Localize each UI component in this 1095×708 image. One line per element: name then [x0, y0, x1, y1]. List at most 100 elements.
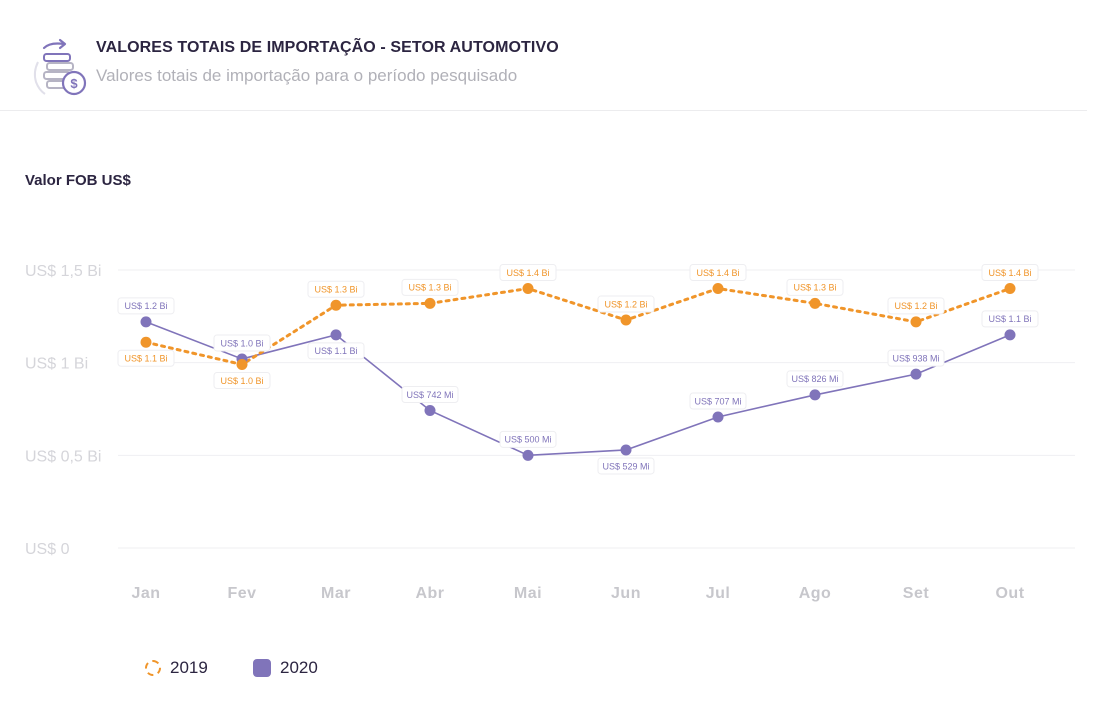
data-label-2020: US$ 1.2 Bi [117, 297, 175, 315]
data-label-box [117, 349, 175, 367]
svg-text:$: $ [70, 76, 78, 91]
data-label-2020: US$ 1.1 Bi [981, 310, 1039, 328]
data-point-2020 [424, 404, 436, 416]
x-tick-label: Jul [706, 585, 731, 602]
x-tick-label: Set [903, 585, 930, 602]
data-label-box [887, 297, 945, 315]
data-point-2019 [712, 283, 724, 295]
data-label-2020: US$ 938 Mi [887, 349, 945, 367]
data-label-2020: US$ 529 Mi [597, 457, 655, 475]
data-label-box [307, 342, 365, 360]
data-label-2019: US$ 1.3 Bi [307, 280, 365, 298]
data-label-text: US$ 500 Mi [504, 435, 551, 445]
data-point-2019 [1004, 283, 1016, 295]
data-label-text: US$ 529 Mi [602, 461, 649, 471]
data-point-2019 [330, 299, 342, 311]
x-tick-label: Mar [321, 585, 351, 602]
data-label-box [786, 278, 844, 296]
data-label-box [887, 349, 945, 367]
x-tick-label: Mai [514, 585, 542, 602]
y-tick-label: US$ 0,5 Bi [25, 448, 101, 465]
x-tick-label: Ago [799, 585, 832, 602]
data-label-box [499, 430, 557, 448]
data-label-2020: US$ 707 Mi [689, 392, 747, 410]
data-label-2019: US$ 1.3 Bi [786, 278, 844, 296]
legend-label-2020: 2020 [280, 658, 318, 677]
data-label-text: US$ 1.3 Bi [408, 283, 451, 293]
data-label-box [307, 280, 365, 298]
data-label-2019: US$ 1.2 Bi [597, 295, 655, 313]
data-label-box [401, 278, 459, 296]
coins-dollar-icon: $ [33, 38, 87, 96]
x-tick-label: Out [995, 585, 1024, 602]
data-label-box [499, 264, 557, 282]
data-label-box [597, 295, 655, 313]
legend-item-2019[interactable]: 2019 [145, 656, 208, 680]
data-label-2019: US$ 1.3 Bi [401, 278, 459, 296]
data-label-text: US$ 1.1 Bi [988, 314, 1031, 324]
header-divider [0, 110, 1087, 111]
data-label-box [981, 264, 1039, 282]
data-label-2020: US$ 500 Mi [499, 430, 557, 448]
data-label-box [117, 297, 175, 315]
data-label-text: US$ 707 Mi [694, 396, 741, 406]
data-label-text: US$ 1.1 Bi [124, 354, 167, 364]
y-tick-label: US$ 1,5 Bi [25, 263, 101, 280]
x-tick-label: Jun [611, 585, 641, 602]
data-label-2019: US$ 1.4 Bi [499, 264, 557, 282]
data-label-2019: US$ 1.2 Bi [887, 297, 945, 315]
data-label-text: US$ 1.4 Bi [988, 268, 1031, 278]
data-label-text: US$ 1.1 Bi [314, 346, 357, 356]
data-label-text: US$ 1.0 Bi [220, 376, 263, 386]
data-point-2019 [910, 316, 922, 328]
data-label-2020: US$ 1.0 Bi [213, 334, 271, 352]
data-label-box [401, 385, 459, 403]
data-point-2020 [140, 316, 152, 328]
data-point-2020 [620, 444, 632, 456]
data-label-2019: US$ 1.4 Bi [981, 264, 1039, 282]
data-label-2020: US$ 1.1 Bi [307, 342, 365, 360]
data-label-text: US$ 1.3 Bi [793, 283, 836, 293]
y-tick-label: US$ 1 Bi [25, 356, 88, 373]
data-label-box [689, 264, 747, 282]
data-label-box [213, 334, 271, 352]
data-point-2020 [1004, 329, 1016, 341]
data-point-2020 [522, 449, 534, 461]
data-label-2019: US$ 1.1 Bi [117, 349, 175, 367]
data-label-box [689, 392, 747, 410]
data-label-text: US$ 1.4 Bi [696, 268, 739, 278]
data-label-2020: US$ 742 Mi [401, 385, 459, 403]
data-label-text: US$ 826 Mi [791, 374, 838, 384]
series-line-2019 [144, 286, 1012, 367]
data-label-2019: US$ 1.0 Bi [213, 372, 271, 390]
page-title: VALORES TOTAIS DE IMPORTAÇÃO - SETOR AUT… [96, 39, 559, 56]
data-label-text: US$ 742 Mi [406, 390, 453, 400]
series-line-2020 [145, 321, 1011, 457]
legend-label-2019: 2019 [170, 658, 208, 677]
data-point-2019 [140, 336, 152, 348]
page-subtitle: Valores totais de importação para o perí… [96, 66, 518, 85]
legend-item-2020[interactable]: 2020 [253, 656, 318, 680]
data-label-text: US$ 1.3 Bi [314, 285, 357, 295]
x-tick-label: Fev [227, 585, 256, 602]
data-label-box [597, 457, 655, 475]
data-point-2019 [424, 297, 436, 309]
chart-header: $ VALORES TOTAIS DE IMPORTAÇÃO - SETOR A… [0, 0, 1095, 110]
x-tick-label: Abr [415, 585, 444, 602]
data-label-2020: US$ 826 Mi [786, 370, 844, 388]
data-point-2020 [809, 389, 821, 401]
data-label-box [786, 370, 844, 388]
y-axis-title: Valor FOB US$ [25, 172, 131, 189]
data-label-text: US$ 1.2 Bi [604, 299, 647, 309]
data-point-2020 [330, 329, 342, 341]
data-label-text: US$ 1.0 Bi [220, 338, 263, 348]
data-point-2019 [809, 297, 821, 309]
data-label-box [213, 372, 271, 390]
legend-swatch-2020 [253, 659, 271, 677]
data-label-text: US$ 1.2 Bi [894, 301, 937, 311]
data-point-2020 [910, 368, 922, 380]
data-point-2020 [712, 411, 724, 423]
data-label-2019: US$ 1.4 Bi [689, 264, 747, 282]
legend-swatch-2019 [145, 660, 161, 676]
